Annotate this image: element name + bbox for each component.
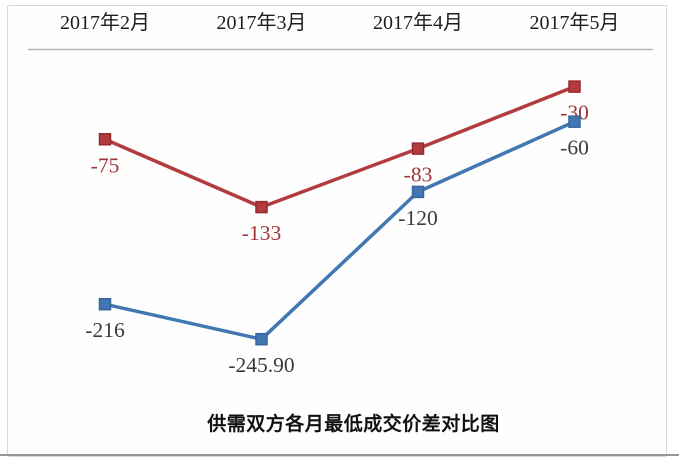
blue-series-data-label: -60	[560, 136, 589, 160]
blue-series-marker	[411, 185, 425, 199]
red-series-marker	[568, 80, 581, 93]
red-series-data-label: -83	[404, 163, 433, 187]
red-series-marker	[98, 133, 112, 146]
red-series-marker	[255, 200, 268, 214]
red-series-data-label: -133	[242, 221, 281, 245]
chart-frame	[7, 5, 667, 457]
red-series-data-label: -75	[91, 153, 120, 177]
blue-series-data-label: -120	[398, 206, 437, 230]
blue-series-marker	[255, 332, 268, 346]
blue-series-line	[103, 119, 577, 341]
category-label: 2017年4月	[373, 11, 463, 34]
blue-series-data-label: -245.90	[228, 353, 294, 377]
blue-series-marker	[568, 115, 581, 128]
blue-series-marker	[98, 297, 112, 311]
category-label: 2017年2月	[60, 11, 150, 34]
chart-title: 供需双方各月最低成交价差对比图	[207, 414, 500, 435]
red-series-line	[103, 84, 577, 209]
bottom-divider	[0, 454, 679, 456]
category-label: 2017年3月	[217, 11, 307, 34]
category-label: 2017年5月	[530, 11, 620, 34]
red-series-marker	[411, 142, 425, 155]
blue-series-data-label: -216	[85, 318, 125, 342]
